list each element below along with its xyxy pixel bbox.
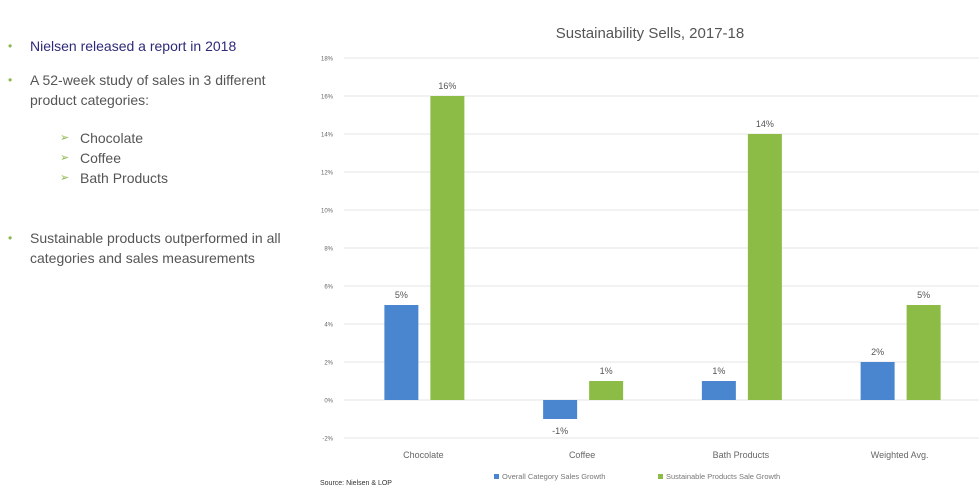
bullet-list: • Nielsen released a report in 2018 • A 52… <box>8 36 298 282</box>
data-label: 1% <box>600 366 613 376</box>
legend-swatch-sustainable <box>658 474 663 479</box>
x-tick-label: Weighted Avg. <box>871 450 929 460</box>
bar-overall <box>384 305 419 400</box>
bar-overall <box>701 381 736 400</box>
data-label: 16% <box>438 81 456 91</box>
y-tick-label: -2% <box>322 437 333 443</box>
y-tick-label: 4% <box>324 323 333 329</box>
bar-overall <box>860 362 895 400</box>
data-label: 2% <box>871 347 884 357</box>
data-label: 5% <box>917 290 930 300</box>
y-tick-label: 2% <box>324 361 333 367</box>
x-tick-label: Coffee <box>569 450 595 460</box>
y-tick-label: 18% <box>321 57 334 63</box>
y-tick-label: 16% <box>321 95 334 101</box>
y-tick-label: 0% <box>324 399 333 405</box>
arrow-bullet-icon: ➢ <box>60 132 70 144</box>
legend-swatch-overall <box>494 474 499 479</box>
bar-sustainable <box>906 305 941 400</box>
x-tick-label: Chocolate <box>403 450 444 460</box>
bullet-icon: • <box>8 39 13 53</box>
arrow-bullet-icon: ➢ <box>60 172 70 184</box>
data-label: 14% <box>756 119 774 129</box>
x-tick-label: Bath Products <box>713 450 770 460</box>
source-note: Source: Nielsen & LOP <box>320 480 392 487</box>
bullet-item: • Sustainable products outperformed in al… <box>8 230 281 266</box>
chart-title: Sustainability Sells, 2017-18 <box>556 25 744 42</box>
legend-label-overall: Overall Category Sales Growth <box>502 472 605 481</box>
data-label: -1% <box>552 426 568 436</box>
arrow-bullet-icon: ➢ <box>60 152 70 164</box>
y-tick-label: 8% <box>324 247 333 253</box>
data-label: 5% <box>395 290 408 300</box>
sub-item: ➢ Bath Products <box>60 170 168 186</box>
sub-item: ➢ Coffee <box>60 150 121 166</box>
y-tick-label: 12% <box>321 171 334 177</box>
sub-list: ➢ Chocolate ➢ Coffee ➢ Bath Products <box>60 128 298 188</box>
bar-sustainable <box>589 381 624 400</box>
bullet-item: • A 52-week study of sales in 3 different… <box>8 72 266 108</box>
legend-label-sustainable: Sustainable Products Sale Growth <box>666 472 780 481</box>
bullet-icon: • <box>8 73 13 87</box>
y-tick-label: 6% <box>324 285 333 291</box>
data-label: 1% <box>712 366 725 376</box>
y-tick-label: 14% <box>321 133 334 139</box>
bar-overall <box>543 400 578 419</box>
bar-sustainable <box>747 134 782 400</box>
bar-sustainable <box>430 96 465 400</box>
sub-item: ➢ Chocolate <box>60 130 144 146</box>
bullet-item: • Nielsen released a report in 2018 <box>8 38 237 54</box>
bullet-icon: • <box>8 231 13 245</box>
y-tick-label: 10% <box>321 209 334 215</box>
